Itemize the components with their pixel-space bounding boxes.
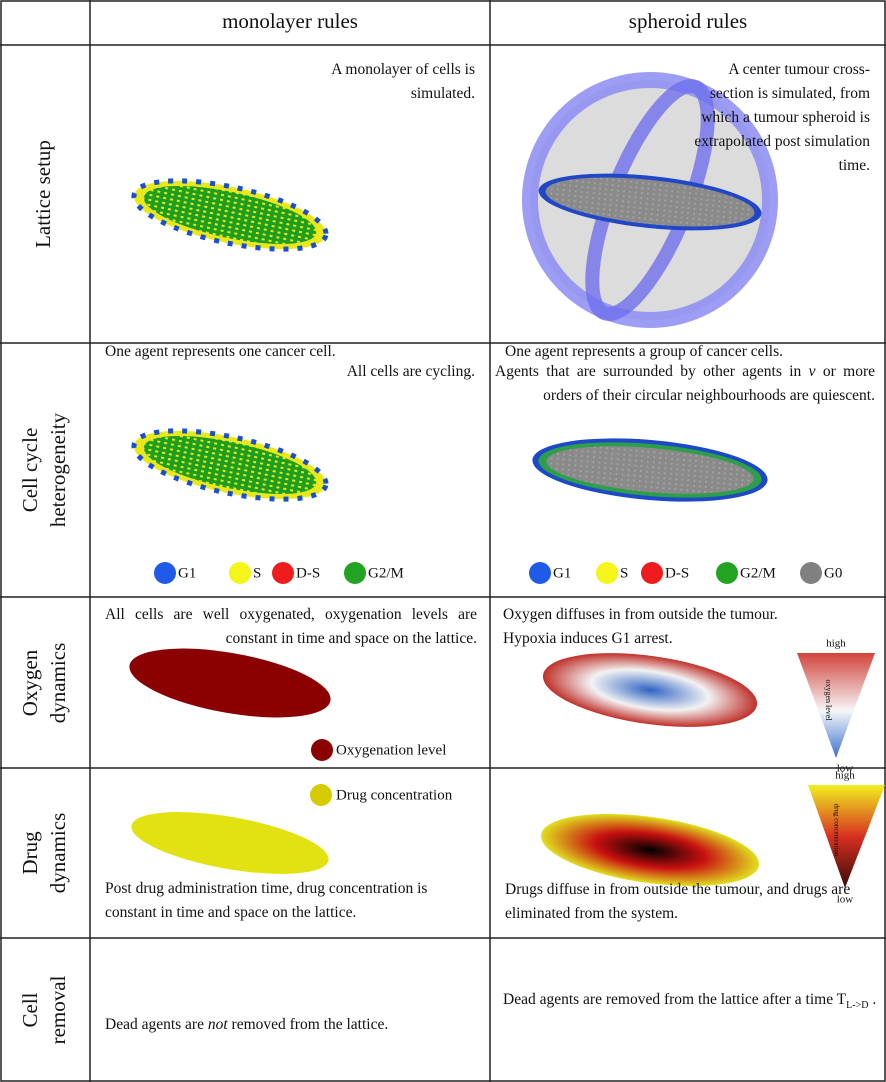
figure-table: monolayer rules spheroid rules Lattice s… <box>0 0 886 1082</box>
legend-label: Drug concentration <box>336 787 453 803</box>
legend-label: D-S <box>296 565 320 581</box>
row-label: dynamics <box>46 643 70 723</box>
column-header: spheroid rules <box>629 9 747 33</box>
monolayer-cell-cycle <box>128 417 331 513</box>
cell-text: A monolayer of cells is simulated. <box>310 58 475 106</box>
legend-label: Oxygenation level <box>336 742 446 758</box>
cell-text: Post drug administration time, drug conc… <box>105 877 450 925</box>
row-label: Oxygen <box>18 649 42 716</box>
scale-high: high <box>835 770 855 782</box>
row-label: Drug <box>18 831 42 875</box>
cell-text: Dead agents are removed from the lattice… <box>503 988 878 1018</box>
legend-label: G1 <box>553 565 571 581</box>
text-part: Dead agents are <box>105 1016 208 1033</box>
text-part: Dead agents are removed from the lattice… <box>503 991 846 1008</box>
legend-label: D-S <box>665 565 689 581</box>
cell-text: All cells are cycling. <box>300 360 475 384</box>
row-label: removal <box>46 975 70 1044</box>
text-part: Agents that are surrounded by other agen… <box>495 363 809 380</box>
text-italic: ν <box>809 363 816 380</box>
monolayer-drug <box>127 800 333 886</box>
cell-text: A center tumour cross-section is simulat… <box>690 58 870 178</box>
legend-label: S <box>253 565 261 581</box>
spheroid-oxygen <box>538 641 761 738</box>
cell-text: Agents that are surrounded by other agen… <box>495 360 875 408</box>
row-label: Lattice setup <box>31 140 55 248</box>
legend-label: G2/M <box>740 565 776 581</box>
column-header: monolayer rules <box>222 9 358 33</box>
legend-label: G0 <box>824 565 842 581</box>
scale-label: oxygen level <box>824 679 833 721</box>
scale-label: drug concentration <box>832 804 840 857</box>
row-label: dynamics <box>46 813 70 893</box>
cell-text: Drugs diffuse in from outside the tumour… <box>505 878 875 926</box>
legend-label: G2/M <box>368 565 404 581</box>
text-part: removed from the lattice. <box>228 1016 389 1033</box>
monolayer-lattice <box>128 167 331 263</box>
cell-text: All cells are well oxygenated, oxygenati… <box>105 603 477 651</box>
oxygen-scale: high low oxygen level <box>797 638 875 775</box>
cell-text: Oxygen diffuses in from outside the tumo… <box>503 603 778 651</box>
row-label: Cell cycle <box>18 428 42 513</box>
row-label: Cell <box>18 992 42 1027</box>
text-italic: not <box>208 1016 228 1033</box>
text-part: . <box>868 991 876 1008</box>
text-subscript: L->D <box>846 1000 868 1011</box>
legend-label: S <box>620 565 628 581</box>
spheroid-cell-cycle <box>530 430 770 510</box>
legend-label: G1 <box>178 565 196 581</box>
cell-text: Dead agents are not removed from the lat… <box>105 1013 475 1037</box>
scale-high: high <box>826 638 846 650</box>
row-label: heterogeneity <box>46 412 70 527</box>
